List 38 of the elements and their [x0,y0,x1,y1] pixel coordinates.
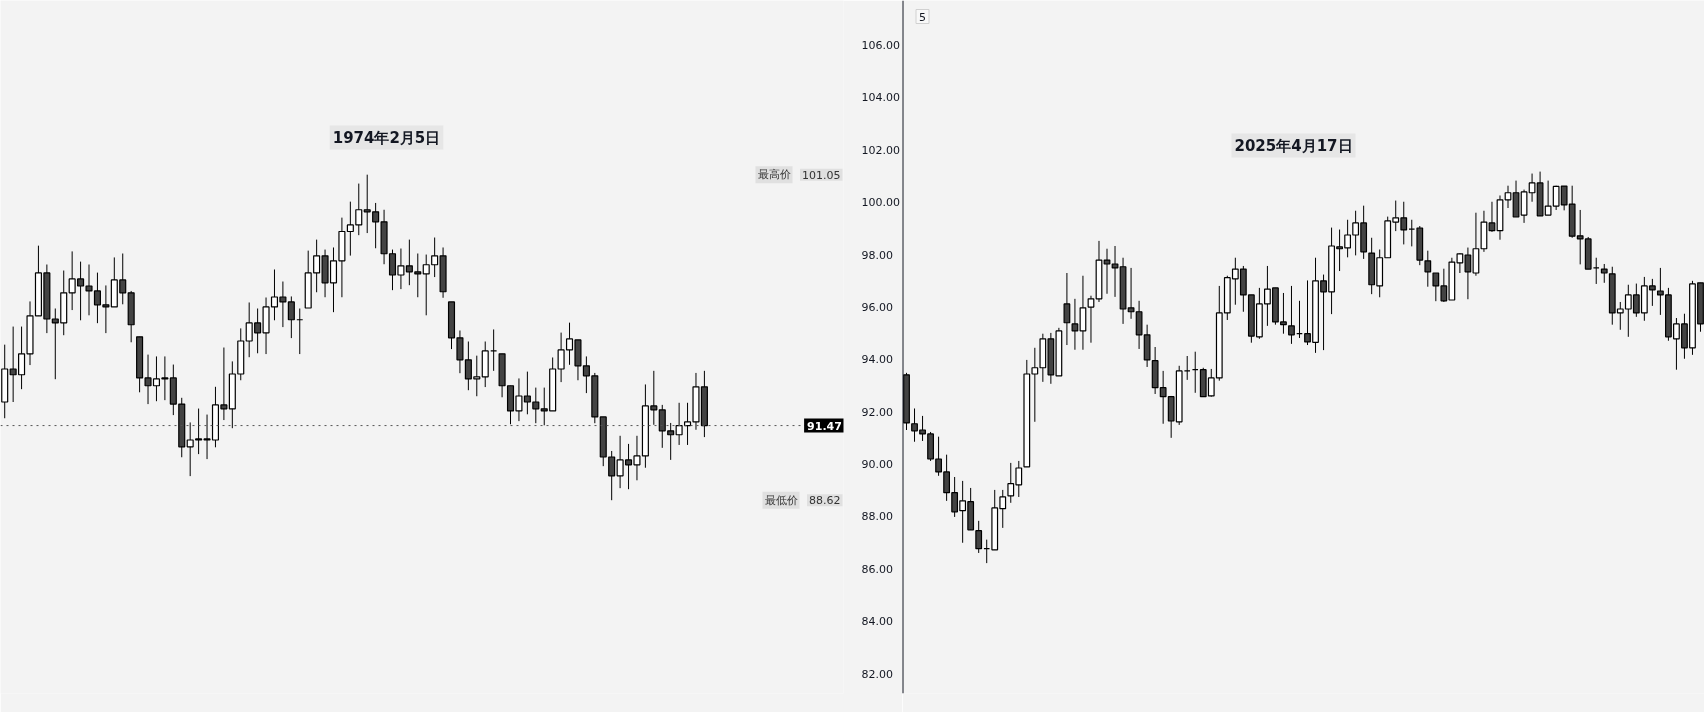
y-tick-label: 90.00 [861,458,893,472]
y-tick-label: 92.00 [861,405,893,419]
y-tick-label: 86.00 [861,562,893,576]
y-tick-label: 96.00 [861,300,893,314]
candlestick [1424,250,1432,288]
text: 1974年2月5日 [332,128,441,147]
ref-line-label: 91.47 [807,419,842,433]
annotation: 最低价 [764,493,798,507]
annotation: 最高价 [757,168,791,182]
y-tick-label: 104.00 [861,91,900,105]
y-tick-label: 94.00 [861,353,893,367]
candlestick [532,387,540,424]
candlestick [1111,245,1119,298]
y-tick-label: 82.00 [861,667,893,681]
candlestick [346,201,354,257]
candlestick [1600,263,1608,284]
y-tick-label: 106.00 [861,39,900,53]
candlestick [1103,248,1111,295]
y-tick-label: 102.00 [861,143,900,157]
candlestick [1288,285,1295,345]
chart-title: 2025年4月17日 [1234,136,1353,155]
candlestick [1087,295,1095,344]
candlestick [355,183,363,236]
y-tick-label: 100.00 [861,196,900,210]
candlestick [1063,272,1071,346]
text: 5 [919,10,926,24]
annotation: 88.62 [809,494,841,508]
candlestick [102,284,110,334]
annotation: 101.05 [802,168,841,182]
candlestick [186,421,194,477]
candlestick [608,450,616,501]
candlestick [975,520,983,554]
y-tick-label: 84.00 [861,615,893,629]
candlestick [1488,201,1496,233]
y-tick-label: 98.00 [861,248,893,262]
candlestick [414,253,422,298]
candlestick [935,436,942,477]
y-tick-label: 88.00 [861,510,893,524]
